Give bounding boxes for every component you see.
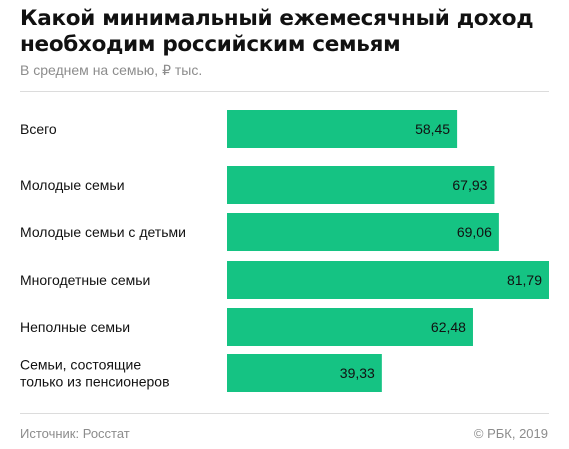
category-label: Всего [20, 121, 57, 137]
bar [227, 110, 458, 148]
chart-subtitle: В среднем на семью, ₽ тыс. [20, 62, 203, 78]
value-label: 81,79 [507, 272, 542, 288]
bar [227, 261, 549, 299]
category-label: Неполные семьи [20, 319, 130, 335]
category-label: Семьи, состоящие только из пенсионеров [20, 357, 170, 390]
bar [227, 166, 495, 204]
bottom-divider [20, 413, 549, 414]
value-label: 39,33 [340, 365, 375, 381]
value-label: 62,48 [431, 319, 466, 335]
value-label: 67,93 [452, 177, 487, 193]
value-label: 58,45 [415, 121, 450, 137]
chart-title: Какой минимальный ежемесячный доход необ… [20, 6, 560, 58]
copyright-note: © РБК, 2019 [473, 426, 548, 441]
category-label: Молодые семьи [20, 177, 125, 193]
chart-title-line: Какой минимальный ежемесячный доход [20, 6, 534, 31]
bar [227, 354, 382, 392]
source-note: Источник: Росстат [20, 426, 130, 441]
bar [227, 213, 499, 251]
category-label: Молодые семьи с детьми [20, 224, 186, 240]
bar [227, 308, 473, 346]
category-label: Многодетные семьи [20, 272, 150, 288]
top-divider [20, 91, 549, 92]
value-label: 69,06 [457, 224, 492, 240]
chart-title-line: необходим российским семьям [20, 32, 401, 57]
